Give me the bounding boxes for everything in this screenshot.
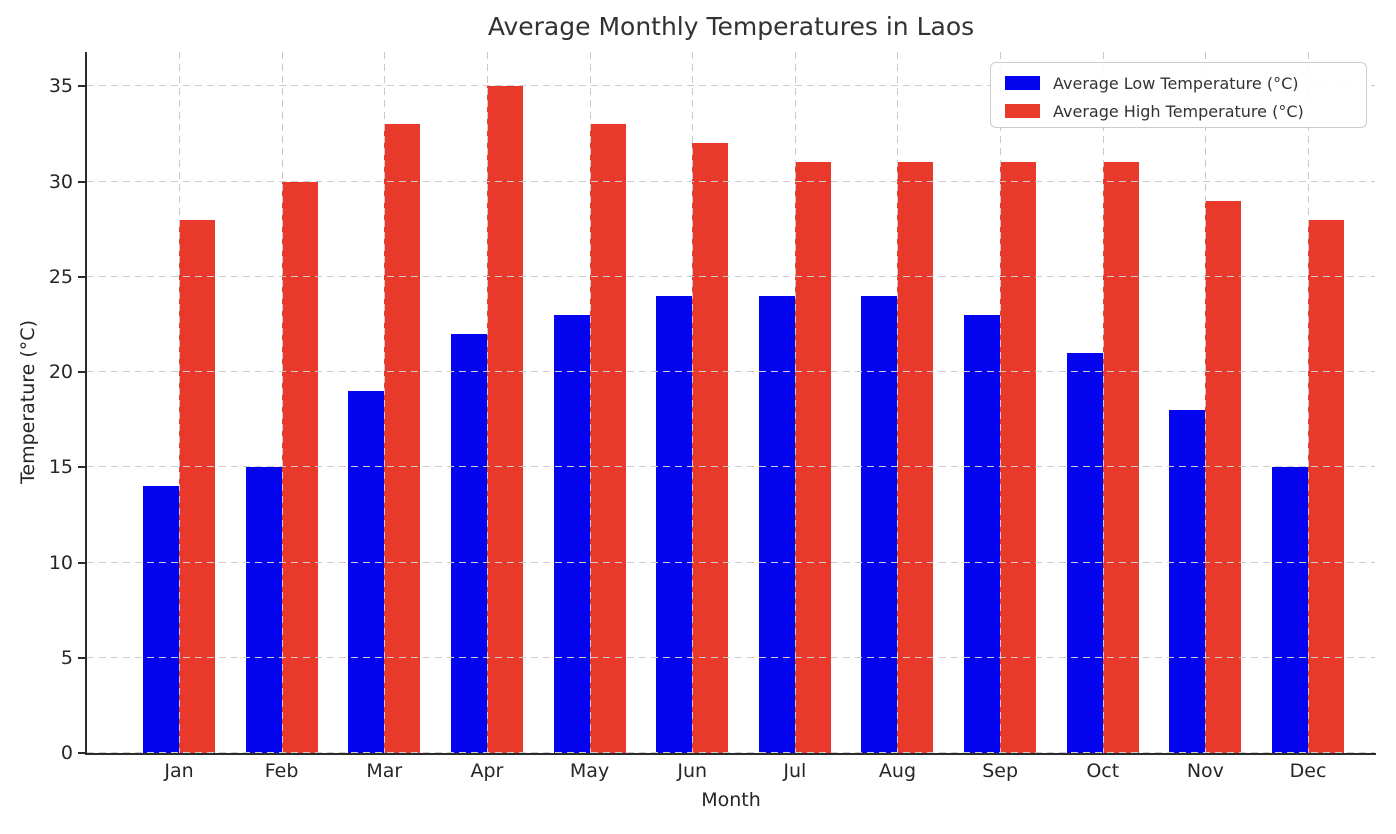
gridline-vertical (589, 52, 591, 753)
bar-low-Apr (450, 333, 487, 753)
y-tick-mark (78, 275, 86, 278)
gridline-vertical (486, 52, 488, 753)
y-tick-label: 10 (48, 551, 73, 574)
bar-low-Mar (348, 391, 385, 753)
gridline-vertical (692, 52, 694, 753)
x-tick-label: Apr (470, 760, 504, 782)
chart-title: Average Monthly Temperatures in Laos (487, 12, 975, 41)
bar-low-Jun (656, 295, 693, 753)
bar-low-May (553, 314, 590, 753)
y-axis-spine (85, 52, 87, 755)
x-tick-label: May (569, 760, 610, 782)
bar-low-Aug (861, 295, 898, 753)
bar-low-Jan (143, 486, 179, 753)
legend-label-high: Average High Temperature (°C) (1053, 101, 1304, 121)
bar-low-Nov (1169, 410, 1206, 753)
gridline-vertical (794, 52, 796, 753)
y-tick-mark (78, 561, 86, 564)
gridline-vertical (1308, 52, 1310, 753)
gridline-horizontal (87, 180, 1375, 182)
y-tick-mark (78, 371, 86, 374)
legend-item-low: Average Low Temperature (°C) (1005, 72, 1366, 94)
legend-label-low: Average Low Temperature (°C) (1053, 73, 1299, 93)
gridline-horizontal (87, 85, 1375, 87)
y-tick-label: 15 (48, 456, 73, 479)
gridline-horizontal (87, 656, 1375, 658)
gridline-horizontal (87, 466, 1375, 468)
legend-item-high: Average High Temperature (°C) (1005, 100, 1366, 122)
y-tick-mark (78, 180, 86, 183)
x-tick-label: Aug (878, 760, 917, 782)
y-tick-label: 30 (48, 170, 73, 193)
bar-high-Sep (1000, 162, 1037, 753)
bar-high-Apr (486, 86, 523, 753)
legend: Average Low Temperature (°C) Average Hig… (990, 62, 1367, 128)
gridline-horizontal (87, 752, 1375, 753)
bar-low-Jul (758, 295, 795, 753)
bar-high-Aug (897, 162, 934, 753)
y-tick-mark (78, 752, 86, 754)
y-tick-label: 0 (60, 742, 73, 764)
gridline-horizontal (87, 371, 1375, 373)
gridline-vertical (179, 52, 180, 753)
gridline-vertical (1102, 52, 1104, 753)
y-tick-label: 20 (48, 361, 73, 384)
gridline-vertical (281, 52, 283, 753)
y-tick-label: 35 (48, 75, 73, 98)
y-tick-mark (78, 656, 86, 659)
x-tick-label: Mar (366, 760, 403, 782)
x-tick-label: Dec (1289, 760, 1327, 782)
bar-high-May (589, 124, 626, 753)
x-axis-spine (85, 753, 1376, 755)
gridline-vertical (1205, 52, 1207, 753)
plot-area: 0 5 10 15 20 25 30 35 Jan Feb Mar Apr May Jun Jul Aug Se… (49, 52, 1375, 782)
bar-high-Oct (1102, 162, 1139, 753)
legend-swatch-low (1005, 76, 1040, 90)
gridline-horizontal (87, 561, 1375, 563)
x-tick-label: Oct (1086, 760, 1120, 782)
bar-high-Jan (179, 219, 215, 753)
gridline-vertical (897, 52, 899, 753)
gridline-vertical (1000, 52, 1002, 753)
bar-high-Jun (692, 143, 729, 753)
bar-high-Jul (794, 162, 831, 753)
x-tick-label: Feb (264, 760, 299, 782)
bar-low-Sep (964, 314, 1001, 753)
bar-low-Oct (1066, 352, 1103, 753)
gridline-horizontal (87, 275, 1375, 277)
y-tick-label: 5 (60, 646, 73, 669)
x-tick-label: Nov (1186, 760, 1224, 782)
x-tick-label: Sep (982, 760, 1019, 782)
x-tick-label: Jan (164, 760, 194, 782)
y-tick-label: 25 (48, 265, 73, 288)
x-tick-label: Jun (677, 760, 708, 782)
x-tick-label: Jul (783, 760, 807, 782)
bar-high-Dec (1308, 219, 1345, 753)
gridline-vertical (384, 52, 386, 753)
bar-high-Nov (1205, 200, 1242, 753)
y-tick-mark (78, 466, 86, 469)
bar-low-Dec (1272, 467, 1309, 753)
x-axis-label: Month (701, 789, 761, 811)
bar-high-Mar (384, 124, 421, 753)
bar-low-Feb (245, 467, 282, 753)
legend-swatch-high (1005, 104, 1040, 118)
y-tick-mark (78, 85, 86, 88)
